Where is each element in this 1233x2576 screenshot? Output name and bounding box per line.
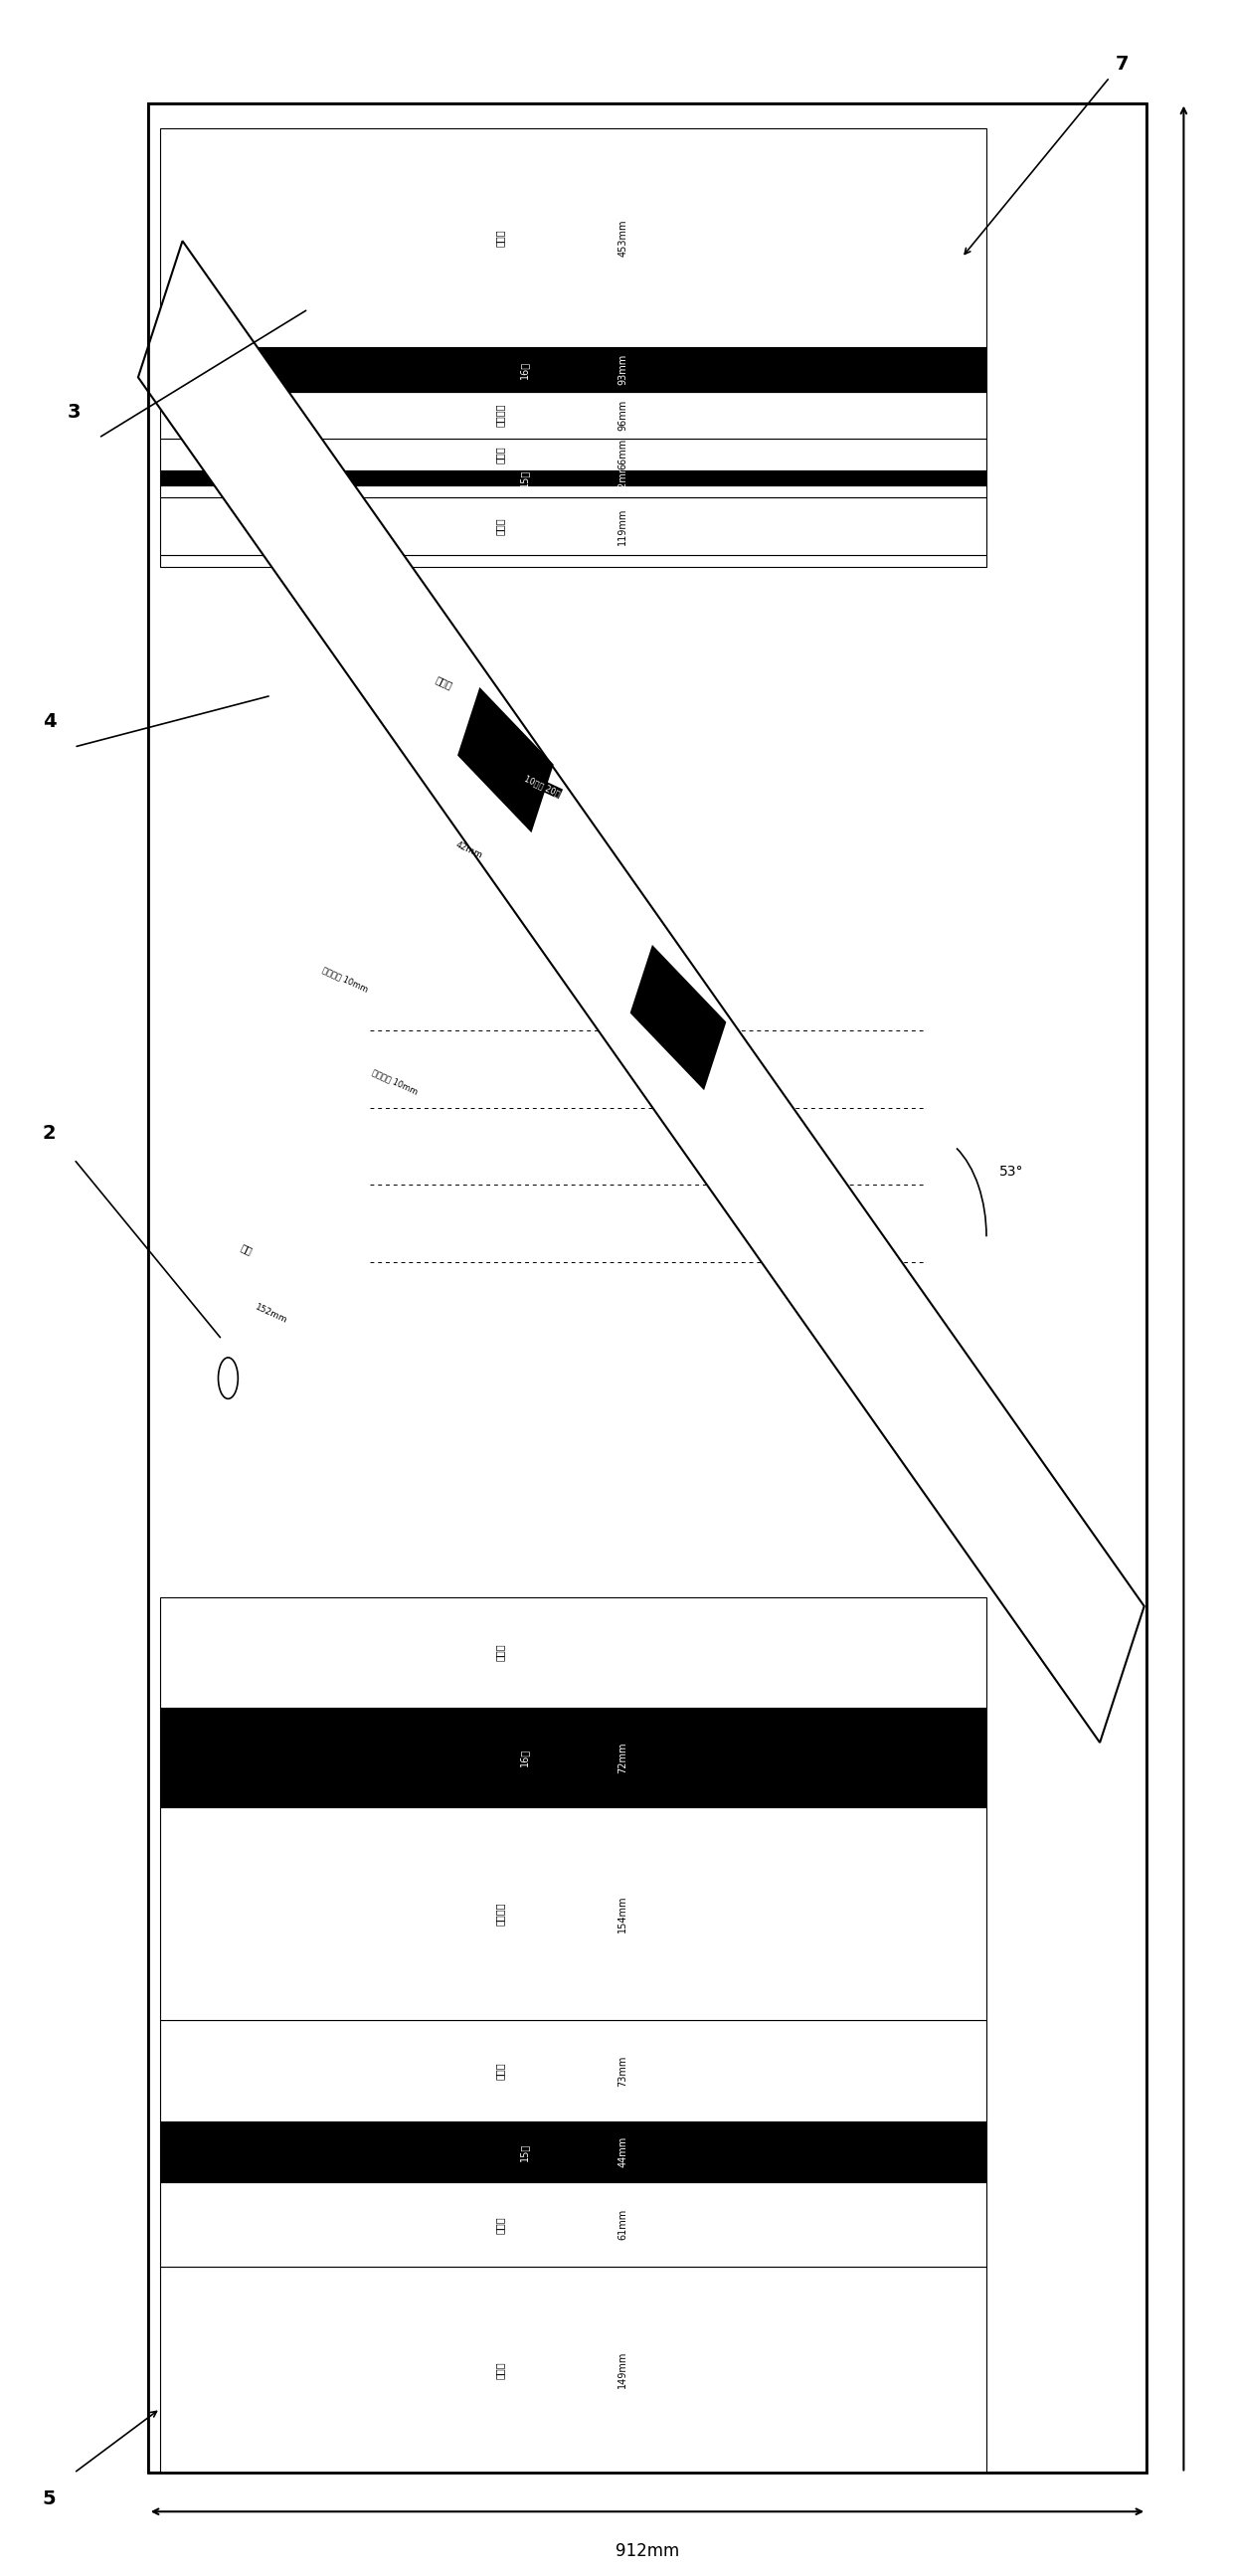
Polygon shape <box>457 688 554 832</box>
Text: 16层: 16层 <box>519 1749 529 1767</box>
Text: 7: 7 <box>1116 54 1128 75</box>
Text: 149mm: 149mm <box>618 2352 628 2388</box>
Bar <box>160 438 986 471</box>
Bar <box>160 392 986 438</box>
Bar <box>160 1597 986 1708</box>
Text: 61mm: 61mm <box>618 2210 628 2241</box>
Text: 3: 3 <box>68 402 80 422</box>
Polygon shape <box>630 945 726 1090</box>
Text: 42mm: 42mm <box>454 840 483 860</box>
Bar <box>160 471 986 487</box>
Bar <box>160 2267 986 2473</box>
Text: 912mm: 912mm <box>615 2543 679 2561</box>
Text: 黄荆真层 10mm: 黄荆真层 10mm <box>321 963 370 994</box>
Text: 44mm: 44mm <box>618 2136 628 2166</box>
Text: 73mm: 73mm <box>618 2056 628 2087</box>
Text: 底煤层: 底煤层 <box>494 229 504 247</box>
Text: 砂泥互层: 砂泥互层 <box>494 404 504 428</box>
Bar <box>160 2182 986 2267</box>
Text: 砂泥互层: 砂泥互层 <box>494 1901 504 1927</box>
Text: 96mm: 96mm <box>618 399 628 430</box>
Text: 砂煤岩: 砂煤岩 <box>494 2063 504 2079</box>
Bar <box>160 2123 986 2182</box>
Text: 72mm: 72mm <box>618 1741 628 1772</box>
Bar <box>160 497 986 556</box>
Polygon shape <box>138 242 1144 1741</box>
Text: 66mm: 66mm <box>618 438 628 469</box>
Text: 砂煤岩: 砂煤岩 <box>494 518 504 536</box>
Bar <box>160 487 986 497</box>
Text: 砂岩: 砂岩 <box>239 1242 254 1257</box>
Text: 砂煤岩: 砂煤岩 <box>494 2362 504 2378</box>
Text: 10层量 20回: 10层量 20回 <box>523 773 562 799</box>
Text: 93mm: 93mm <box>618 353 628 386</box>
Text: 32mm: 32mm <box>618 461 628 495</box>
Bar <box>160 1808 986 2020</box>
Bar <box>160 1708 986 1808</box>
Text: 15层: 15层 <box>519 469 529 487</box>
Bar <box>160 348 986 392</box>
Bar <box>160 129 986 348</box>
Bar <box>148 103 1147 2473</box>
Text: 2: 2 <box>43 1123 55 1144</box>
Text: 粉砂岩: 粉砂岩 <box>434 675 454 690</box>
Text: 16层: 16层 <box>519 361 529 379</box>
Bar <box>148 103 1147 2473</box>
Text: 5: 5 <box>43 2488 55 2509</box>
Text: 119mm: 119mm <box>618 507 628 546</box>
Text: 4: 4 <box>43 711 55 732</box>
Text: 15层: 15层 <box>519 2143 529 2161</box>
Text: 底煤岩: 底煤岩 <box>494 1643 504 1662</box>
Text: 152mm: 152mm <box>254 1303 289 1324</box>
Bar <box>160 2020 986 2123</box>
Text: 砂煤岩: 砂煤岩 <box>494 2215 504 2233</box>
Text: 砂煤岩: 砂煤岩 <box>494 446 504 464</box>
Text: 154mm: 154mm <box>618 1896 628 1932</box>
Bar <box>160 556 986 567</box>
Text: 53°: 53° <box>999 1164 1023 1180</box>
Text: 黄荆真层 10mm: 黄荆真层 10mm <box>370 1066 419 1097</box>
Text: 453mm: 453mm <box>618 219 628 258</box>
